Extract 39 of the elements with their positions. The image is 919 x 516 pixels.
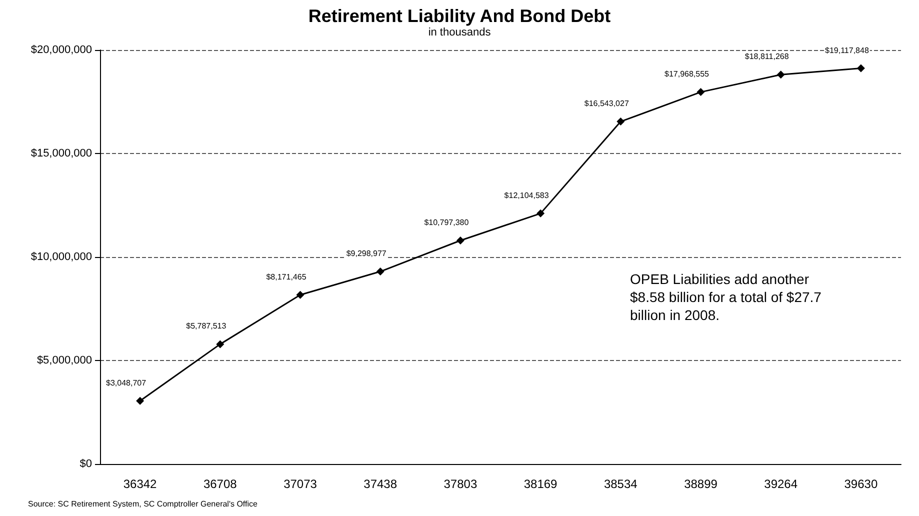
source-note: Source: SC Retirement System, SC Comptroller General's Office — [28, 500, 258, 508]
data-label: $3,048,707 — [106, 378, 147, 388]
x-tick-label: 37073 — [284, 477, 318, 491]
data-label: $8,171,465 — [266, 272, 307, 282]
point — [376, 268, 384, 276]
data-label: $19,117,848 — [824, 46, 870, 55]
annotation: OPEB Liabilities add another $8.58 billion for a total of $27.7 billion in 2008. — [630, 271, 826, 323]
point — [456, 236, 464, 244]
point — [216, 340, 224, 348]
y-tick-label: $5,000,000 — [36, 354, 92, 366]
point — [696, 88, 705, 96]
data-label: $12,104,583 — [504, 190, 550, 200]
y-tick-label: $0 — [80, 458, 92, 470]
point — [616, 118, 625, 126]
chart-subtitle: in thousands — [428, 26, 492, 38]
point — [136, 396, 144, 405]
data-label: $10,797,380 — [424, 218, 470, 227]
x-tick-label: 38169 — [524, 477, 558, 491]
x-tick-label: 37803 — [444, 477, 478, 491]
y-tick-label: $15,000,000 — [30, 148, 92, 160]
point — [536, 209, 545, 218]
point — [856, 64, 865, 72]
x-tick-label: 37438 — [364, 477, 398, 491]
point — [776, 70, 785, 79]
x-tick-label: 36708 — [203, 477, 238, 491]
point — [296, 290, 304, 299]
data-label: $16,543,027 — [584, 99, 630, 108]
data-label: $5,787,513 — [186, 322, 227, 331]
chart-title: Retirement Liability And Bond Debt — [308, 6, 611, 26]
data-label: $17,968,555 — [664, 70, 710, 79]
x-tick-label: 38899 — [684, 477, 718, 491]
data-label: $18,811,268 — [744, 52, 790, 62]
x-tick-label: 39264 — [764, 477, 798, 491]
x-tick-label: 38534 — [604, 477, 638, 491]
y-tick-label: $10,000,000 — [30, 251, 92, 263]
y-tick-label: $20,000,000 — [30, 44, 92, 56]
x-tick-label: 36342 — [123, 477, 158, 491]
data-label: $9,298,977 — [346, 249, 387, 258]
x-tick-label: 39630 — [844, 477, 878, 491]
